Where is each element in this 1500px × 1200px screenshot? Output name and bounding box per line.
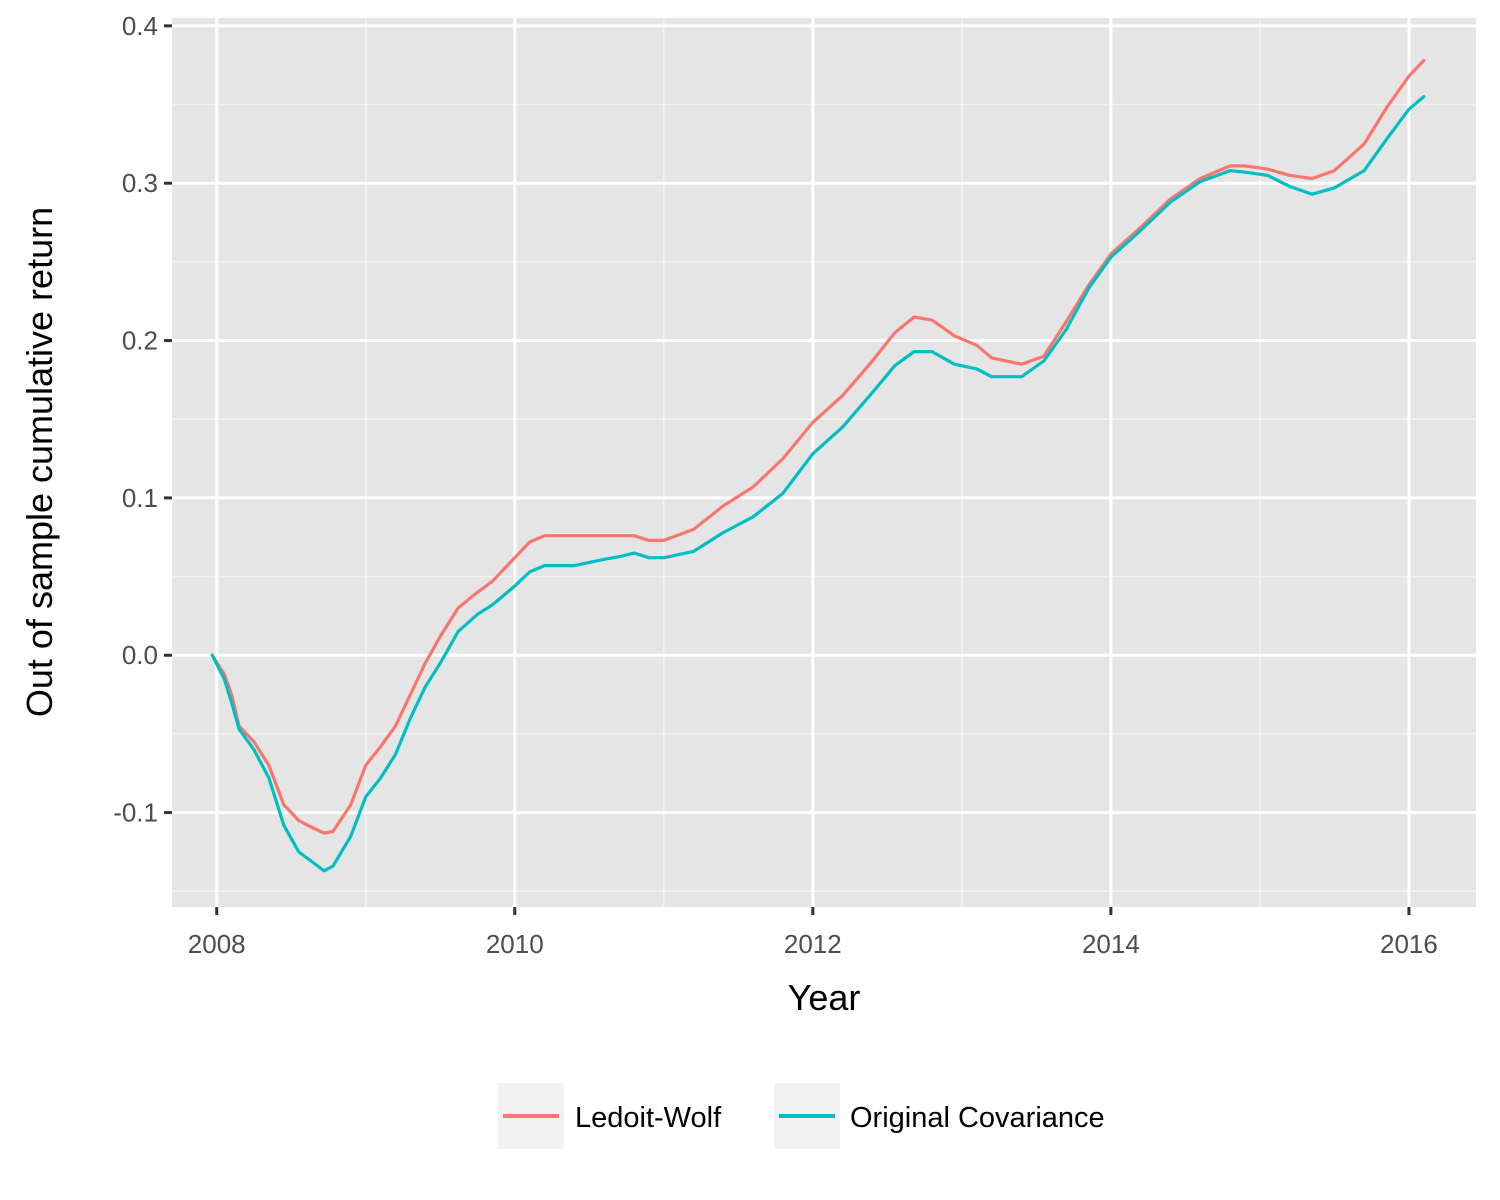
- x-tick-label: 2016: [1380, 929, 1438, 959]
- y-axis-title: Out of sample cumulative return: [19, 207, 60, 717]
- y-tick-label: 0.1: [122, 483, 158, 513]
- x-tick-label: 2008: [188, 929, 246, 959]
- y-tick-label: 0.3: [122, 168, 158, 198]
- y-tick-label: 0.0: [122, 640, 158, 670]
- y-tick-label: 0.4: [122, 11, 158, 41]
- x-axis-title: Year: [788, 977, 861, 1018]
- series-lines: [210, 58, 1426, 873]
- y-tick-label: 0.2: [122, 326, 158, 356]
- x-tick-label: 2010: [486, 929, 544, 959]
- y-axis: -0.1 0.0 0.1 0.2 0.3 0.4: [113, 11, 172, 828]
- series-line-original-covariance: [210, 95, 1426, 873]
- x-axis: 2008 2010 2012 2014 2016: [188, 907, 1438, 959]
- legend-label-ledoit-wolf: Ledoit-Wolf: [575, 1102, 722, 1134]
- legend-label-original-covariance: Original Covariance: [850, 1102, 1105, 1134]
- legend: Ledoit-Wolf Original Covariance: [498, 1083, 1105, 1149]
- x-tick-label: 2012: [784, 929, 842, 959]
- plot-panel: [172, 18, 1476, 907]
- y-tick-label: -0.1: [113, 798, 158, 828]
- major-gridlines: [172, 18, 1476, 907]
- series-line-ledoit-wolf: [210, 58, 1426, 835]
- x-tick-label: 2014: [1082, 929, 1140, 959]
